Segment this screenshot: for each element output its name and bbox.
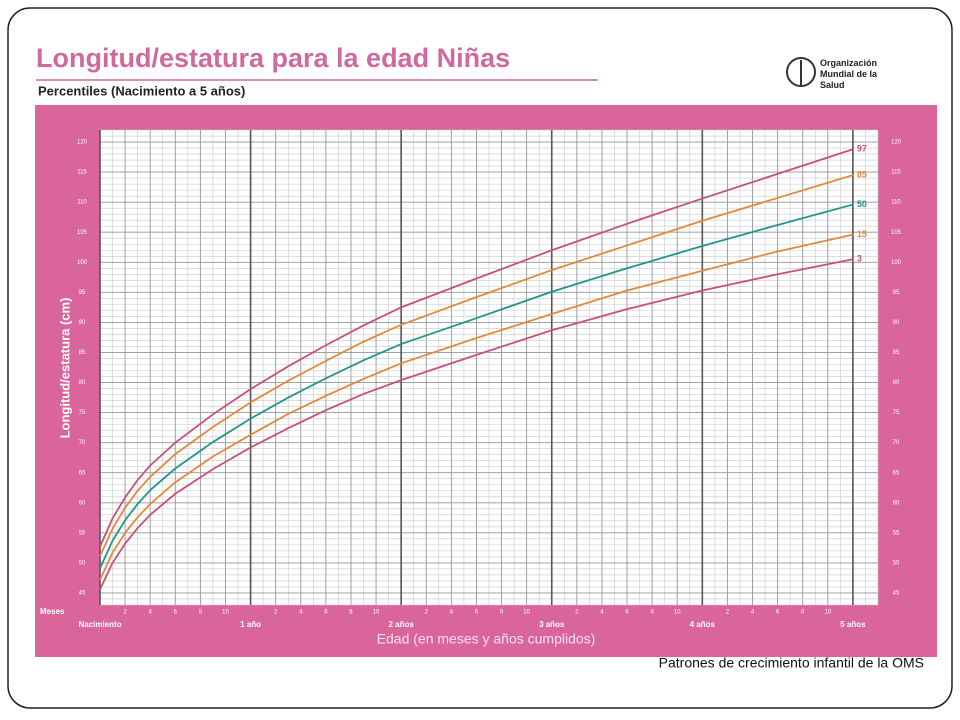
y-tick-label-right: 60 [893, 500, 900, 506]
source-note: Patrones de crecimiento infantil de la O… [659, 655, 924, 671]
x-tick-label: 4 [600, 610, 604, 616]
series-label: 15 [857, 229, 867, 239]
x-tick-label: 2 [274, 610, 278, 616]
y-tick-label-right: 90 [893, 320, 900, 326]
y-tick-label: 45 [79, 591, 86, 597]
x-major-label: Nacimiento [78, 620, 121, 629]
x-axis-title: Edad (en meses y años cumplidos) [377, 631, 596, 647]
x-tick-label: 8 [349, 610, 353, 616]
x-tick-label: 8 [650, 610, 654, 616]
x-tick-label: 4 [299, 610, 303, 616]
y-tick-label-right: 75 [893, 410, 900, 416]
x-tick-label: 10 [523, 610, 530, 616]
x-unit-label: Meses [40, 607, 65, 616]
x-tick-label: 6 [776, 610, 780, 616]
y-tick-label: 115 [77, 170, 87, 176]
logo-box: Organización Mundial de la Salud [820, 58, 878, 90]
logo: Organización Mundial de la Salud [786, 57, 878, 90]
y-tick-label: 50 [79, 560, 86, 566]
y-tick-label-right: 110 [891, 200, 901, 206]
x-tick-label: 8 [199, 610, 203, 616]
y-tick-label-right: 45 [893, 591, 900, 597]
x-major-label: 5 años [840, 620, 866, 629]
x-tick-label: 6 [324, 610, 328, 616]
x-major-label: 4 años [690, 620, 716, 629]
x-tick-label: 10 [674, 610, 681, 616]
y-tick-label: 105 [77, 230, 88, 236]
x-major-label: 2 años [388, 620, 414, 629]
y-tick-label-right: 105 [891, 230, 902, 236]
x-tick-label: 6 [174, 610, 178, 616]
y-tick-label: 90 [79, 320, 86, 326]
y-tick-label: 70 [79, 440, 86, 446]
series-label: 85 [857, 169, 867, 179]
y-tick-label: 80 [79, 380, 86, 386]
x-tick-label: 8 [500, 610, 504, 616]
x-tick-label: 10 [222, 610, 229, 616]
y-tick-label: 65 [79, 470, 86, 476]
logo-text: Organización Mundial de la Salud [820, 58, 878, 90]
percentile-line [99, 233, 854, 581]
y-tick-label-right: 80 [893, 380, 900, 386]
y-tick-label: 95 [79, 290, 86, 296]
y-tick-label: 110 [77, 200, 87, 206]
y-tick-label-right: 85 [893, 350, 900, 356]
percentile-line [99, 258, 854, 590]
y-tick-label: 85 [79, 350, 86, 356]
y-tick-label-right: 70 [893, 440, 900, 446]
y-tick-label-right: 115 [891, 170, 901, 176]
chart-subtitle: Percentiles (Nacimiento a 5 años) [38, 83, 245, 98]
chart-title: Longitud/estatura para la edad Niñas [36, 43, 510, 73]
logo-emblem [786, 57, 816, 87]
x-tick-label: 6 [475, 610, 479, 616]
x-tick-label: 2 [726, 610, 730, 616]
x-tick-label: 8 [801, 610, 805, 616]
x-major-label: 3 años [539, 620, 565, 629]
percentile-line [99, 203, 854, 569]
x-tick-label: 4 [450, 610, 454, 616]
y-tick-label: 75 [79, 410, 86, 416]
x-major-label: 1 año [240, 620, 261, 629]
series-label: 50 [857, 199, 867, 209]
x-tick-label: 10 [373, 610, 380, 616]
percentile-line [99, 174, 854, 557]
x-tick-label: 2 [425, 610, 429, 616]
y-tick-label-right: 95 [893, 290, 900, 296]
x-tick-label: 4 [751, 610, 755, 616]
y-tick-label: 100 [77, 260, 88, 266]
x-tick-label: 6 [625, 610, 629, 616]
percentile-line [99, 148, 854, 548]
y-tick-label: 55 [79, 530, 86, 536]
y-tick-label-right: 55 [893, 530, 900, 536]
series-label: 3 [857, 254, 862, 264]
y-tick-label-right: 50 [893, 560, 900, 566]
x-tick-label: 10 [824, 610, 831, 616]
x-tick-label: 4 [149, 610, 153, 616]
series-label: 97 [857, 144, 867, 154]
x-tick-label: 2 [123, 610, 127, 616]
y-tick-label-right: 65 [893, 470, 900, 476]
x-tick-label: 2 [575, 610, 579, 616]
y-tick-label: 60 [79, 500, 86, 506]
y-tick-label: 120 [77, 140, 88, 146]
y-axis-title: Longitud/estatura (cm) [57, 298, 72, 439]
y-tick-label-right: 120 [891, 140, 902, 146]
y-tick-label-right: 100 [891, 260, 902, 266]
